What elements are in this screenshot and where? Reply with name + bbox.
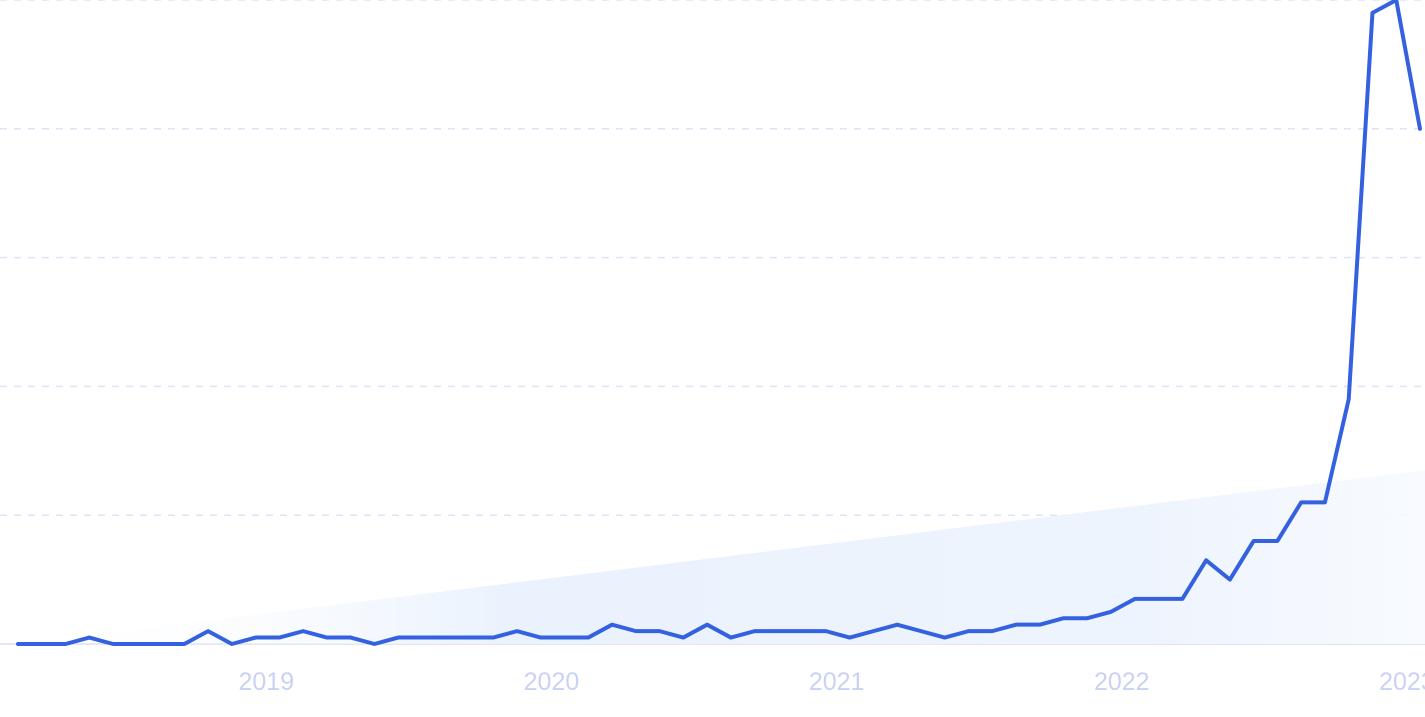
- x-tick-label: 2022: [1094, 668, 1150, 696]
- x-tick-label: 2020: [524, 668, 580, 696]
- trend-area: [18, 470, 1425, 644]
- x-tick-label: 2021: [809, 668, 865, 696]
- series-layer: [16, 0, 1422, 646]
- trend-wedge: [18, 470, 1425, 644]
- x-tick-label: 2019: [239, 668, 295, 696]
- x-tick-label: 2023: [1379, 668, 1425, 696]
- x-axis-tick-labels: 2019 2020 2021 2022 2023: [239, 668, 1425, 696]
- series-line-0: [16, 0, 1422, 646]
